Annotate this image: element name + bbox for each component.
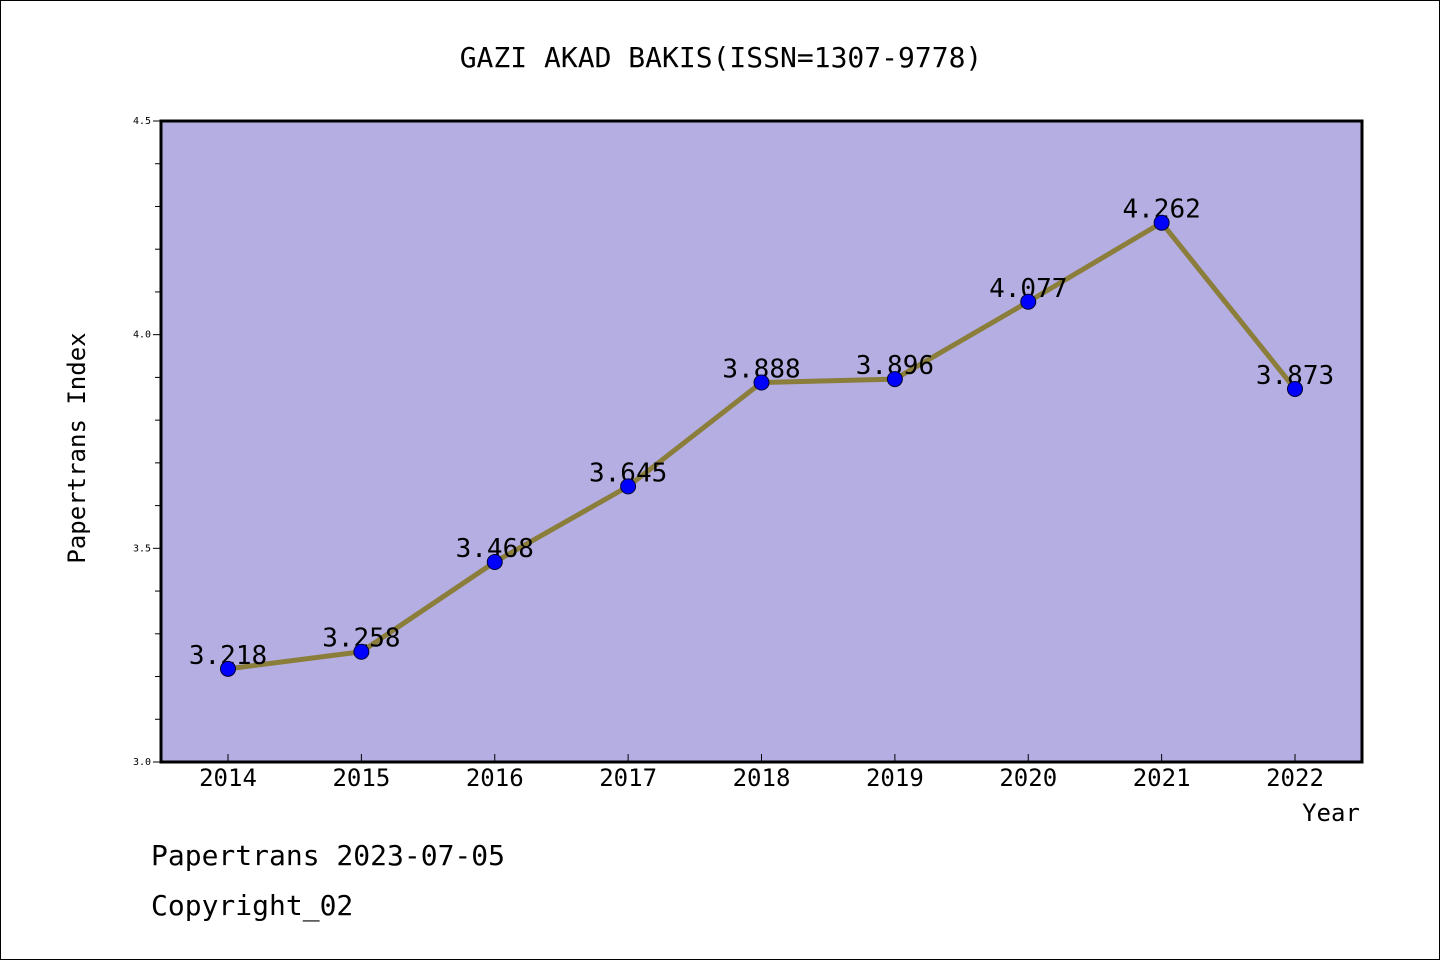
x-tick-label: 2018	[733, 764, 791, 792]
chart-title: GAZI AKAD BAKIS(ISSN=1307-9778)	[460, 41, 983, 74]
x-tick-label: 2021	[1133, 764, 1191, 792]
x-tick-label: 2016	[466, 764, 524, 792]
x-tick-label: 2015	[332, 764, 390, 792]
x-axis: 2014 2015 2016 2017 2018 2019 2020 2021 2022	[199, 754, 1324, 792]
data-point	[1153, 214, 1170, 231]
x-tick-label: 2019	[866, 764, 924, 792]
x-tick-label: 2014	[199, 764, 257, 792]
y-tick-label: 4.5	[133, 116, 151, 127]
data-point	[353, 643, 370, 660]
data-point	[1020, 293, 1037, 310]
data-point	[486, 554, 503, 571]
footer-copyright: Copyright_02	[151, 889, 353, 923]
x-tick-label: 2017	[599, 764, 657, 792]
y-tick-label: 3.0	[133, 757, 151, 768]
data-point	[1287, 380, 1303, 397]
footer-source: Papertrans 2023-07-05	[151, 839, 505, 872]
y-axis-label: Papertrans Index	[63, 332, 91, 563]
y-tick-label: 4.0	[133, 330, 151, 341]
x-axis-label: Year	[1302, 799, 1360, 827]
x-tick-label: 2020	[999, 764, 1057, 792]
y-tick-label: 3.5	[133, 543, 151, 554]
data-point	[886, 371, 903, 388]
data-point	[753, 374, 770, 391]
data-point	[620, 478, 637, 495]
x-tick-label: 2022	[1266, 764, 1324, 792]
y-axis: 3.0 3.5 4.0 4.5	[133, 116, 161, 768]
data-point	[220, 660, 236, 677]
